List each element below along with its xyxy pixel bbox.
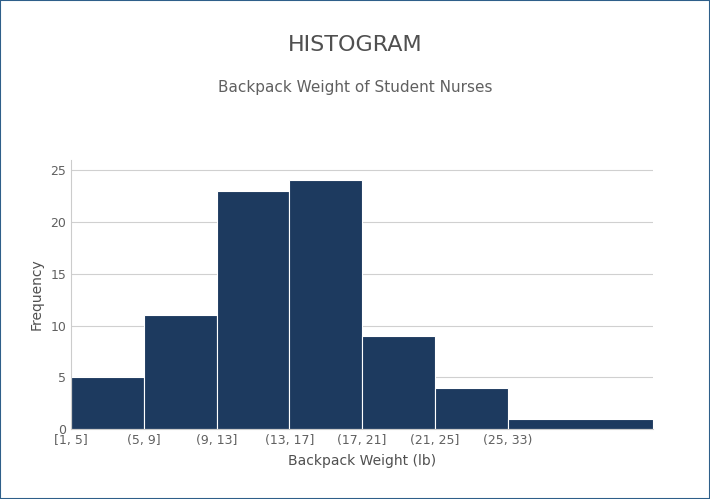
- X-axis label: Backpack Weight (lb): Backpack Weight (lb): [288, 454, 436, 468]
- Y-axis label: Frequency: Frequency: [29, 258, 43, 330]
- Text: HISTOGRAM: HISTOGRAM: [288, 35, 422, 55]
- Bar: [290, 181, 362, 429]
- Text: Backpack Weight of Student Nurses: Backpack Weight of Student Nurses: [218, 80, 492, 95]
- Bar: [508, 419, 653, 429]
- Bar: [362, 336, 435, 429]
- Bar: [217, 191, 290, 429]
- Bar: [435, 388, 508, 429]
- Bar: [143, 315, 217, 429]
- Bar: [71, 377, 143, 429]
